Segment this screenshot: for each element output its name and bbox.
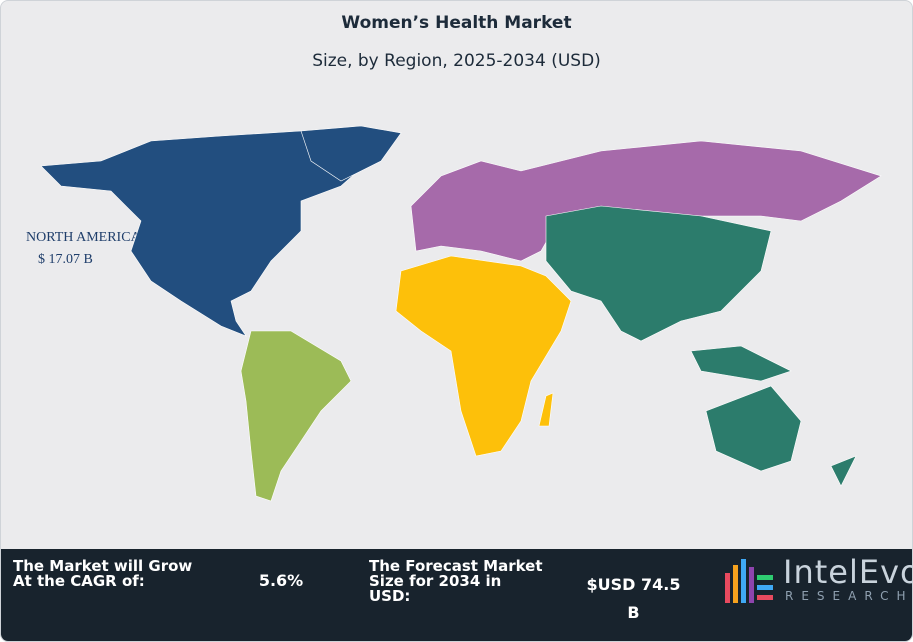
region-value: $ 17.07 B xyxy=(38,252,93,267)
region-shape xyxy=(690,345,792,382)
region-shape xyxy=(395,255,572,457)
logo-icon xyxy=(725,559,773,603)
region-label: NORTH AMERICA xyxy=(26,230,142,245)
cagr-text: The Market will Grow At the CAGR of: xyxy=(13,557,193,590)
region-shape xyxy=(240,330,352,502)
logo-name: IntelEvo xyxy=(783,553,913,591)
title: Women’s Health Market xyxy=(341,13,572,33)
region-shape xyxy=(300,125,402,182)
region-shape xyxy=(538,392,554,427)
region-shape xyxy=(40,130,402,337)
forecast-value: $USD 74.5 B xyxy=(586,575,681,622)
logo-tagline: RESEARCH xyxy=(785,589,913,603)
region-shape xyxy=(410,140,882,262)
footer: The Market will Grow At the CAGR of: 5.6… xyxy=(1,549,913,641)
region-shape xyxy=(830,455,857,487)
region-shape xyxy=(545,205,772,342)
cagr-value: 5.6% xyxy=(258,571,304,590)
forecast-text: The Forecast Market Size for 2034 in USD… xyxy=(369,557,543,605)
world-map: $ 17.07 B NORTH AMERICA xyxy=(26,125,882,502)
subtitle: Size, by Region, 2025-2034 (USD) xyxy=(312,51,601,71)
region-shape xyxy=(705,385,802,472)
